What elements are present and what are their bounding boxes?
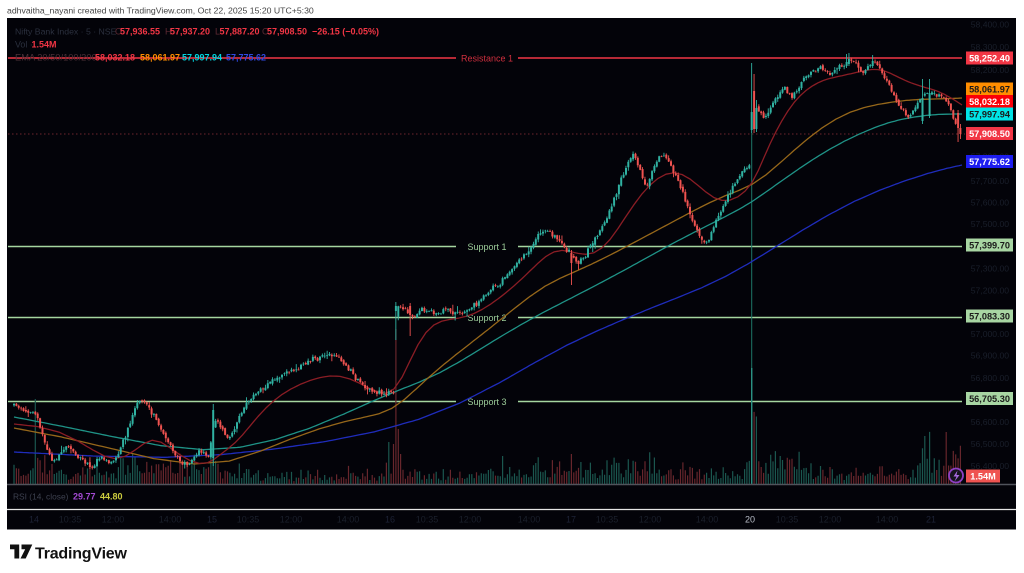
svg-text:Support 1: Support 1 <box>467 242 506 252</box>
svg-text:56,600.00: 56,600.00 <box>971 417 1009 427</box>
svg-text:58,032.18: 58,032.18 <box>95 53 135 63</box>
svg-text:20: 20 <box>745 515 755 525</box>
svg-text:10:35: 10:35 <box>237 515 260 525</box>
svg-text:57,908.50: 57,908.50 <box>969 129 1010 139</box>
svg-text:15: 15 <box>207 515 217 525</box>
svg-text:56,500.00: 56,500.00 <box>971 439 1009 449</box>
svg-text:16: 16 <box>385 515 395 525</box>
svg-text:58,400.00: 58,400.00 <box>971 20 1009 30</box>
svg-text:57,775.62: 57,775.62 <box>969 157 1010 167</box>
svg-text:adhvaitha_nayani created with: adhvaitha_nayani created with TradingVie… <box>7 6 314 16</box>
svg-text:14:00: 14:00 <box>337 515 360 525</box>
svg-text:17: 17 <box>566 515 576 525</box>
svg-text:57,083.30: 57,083.30 <box>969 312 1010 322</box>
svg-text:14:00: 14:00 <box>518 515 541 525</box>
svg-text:1.54M: 1.54M <box>970 472 996 482</box>
svg-text:RSI (14, close): RSI (14, close) <box>13 492 69 502</box>
svg-text:EMA 20/50/100/200: EMA 20/50/100/200 <box>15 53 97 63</box>
svg-text:57,887.20: 57,887.20 <box>220 27 260 37</box>
svg-text:12:00: 12:00 <box>102 515 125 525</box>
svg-text:57,936.55: 57,936.55 <box>120 27 160 37</box>
svg-text:12:00: 12:00 <box>819 515 842 525</box>
svg-text:14:00: 14:00 <box>876 515 899 525</box>
svg-text:57,300.00: 57,300.00 <box>971 264 1009 274</box>
svg-text:O: O <box>115 27 122 37</box>
svg-text:57,937.20: 57,937.20 <box>170 27 210 37</box>
svg-text:57,399.70: 57,399.70 <box>969 241 1010 251</box>
svg-text:44.80: 44.80 <box>100 492 123 502</box>
svg-text:Support 2: Support 2 <box>467 313 506 323</box>
svg-text:10:35: 10:35 <box>416 515 439 525</box>
svg-text:L: L <box>215 27 220 37</box>
svg-text:58,061.97: 58,061.97 <box>140 53 180 63</box>
svg-text:57,500.00: 57,500.00 <box>971 219 1009 229</box>
svg-text:58,032.18: 58,032.18 <box>969 97 1010 107</box>
svg-text:58,252.40: 58,252.40 <box>969 54 1010 64</box>
svg-text:Vol ·: Vol · <box>15 40 33 50</box>
svg-text:29.77: 29.77 <box>73 492 96 502</box>
svg-text:21: 21 <box>926 515 936 525</box>
svg-text:57,600.00: 57,600.00 <box>971 198 1009 208</box>
svg-text:Nifty Bank Index · 5 · NSE: Nifty Bank Index · 5 · NSE <box>15 27 117 37</box>
svg-text:57,200.00: 57,200.00 <box>971 286 1009 296</box>
svg-text:Resistance 1: Resistance 1 <box>461 53 513 63</box>
svg-text:57,908.50: 57,908.50 <box>267 27 307 37</box>
svg-text:10:35: 10:35 <box>596 515 619 525</box>
svg-text:57,997.94: 57,997.94 <box>969 110 1011 120</box>
svg-text:10:35: 10:35 <box>59 515 82 525</box>
svg-text:TradingView: TradingView <box>35 546 128 563</box>
svg-text:57,000.00: 57,000.00 <box>971 329 1009 339</box>
svg-text:14:00: 14:00 <box>159 515 182 525</box>
svg-text:12:00: 12:00 <box>639 515 662 525</box>
svg-text:14: 14 <box>29 515 39 525</box>
svg-text:56,900.00: 56,900.00 <box>971 351 1009 361</box>
svg-text:58,300.00: 58,300.00 <box>971 42 1009 52</box>
svg-text:10:35: 10:35 <box>776 515 799 525</box>
svg-text:14:00: 14:00 <box>696 515 719 525</box>
svg-text:H: H <box>165 27 172 37</box>
svg-text:57,997.94: 57,997.94 <box>182 53 222 63</box>
svg-text:−26.15 (−0.05%): −26.15 (−0.05%) <box>312 27 379 37</box>
svg-text:56,705.30: 56,705.30 <box>969 394 1010 404</box>
svg-text:C: C <box>262 27 269 37</box>
svg-text:1.54M: 1.54M <box>32 40 57 50</box>
svg-text:57,700.00: 57,700.00 <box>971 176 1009 186</box>
svg-text:57,775.62: 57,775.62 <box>226 53 266 63</box>
svg-text:12:00: 12:00 <box>459 515 482 525</box>
svg-text:58,200.00: 58,200.00 <box>971 65 1009 75</box>
svg-text:56,400.00: 56,400.00 <box>971 461 1009 471</box>
svg-text:Support 3: Support 3 <box>467 397 506 407</box>
svg-text:56,800.00: 56,800.00 <box>971 373 1009 383</box>
svg-text:12:00: 12:00 <box>280 515 303 525</box>
svg-text:58,061.97: 58,061.97 <box>969 85 1010 95</box>
